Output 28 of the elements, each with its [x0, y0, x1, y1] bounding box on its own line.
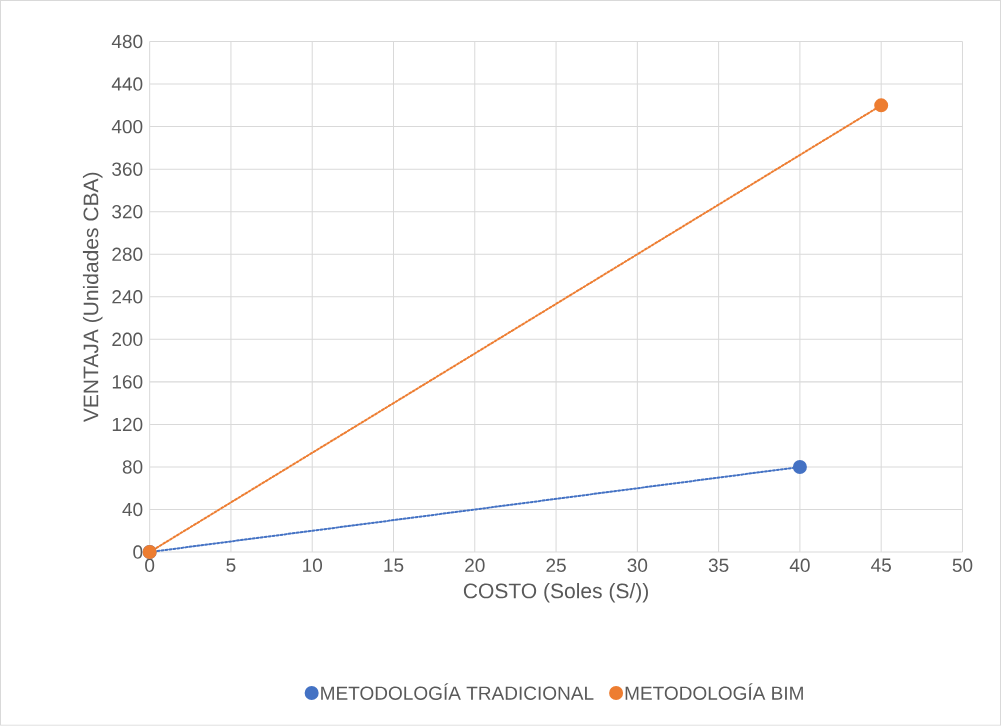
- x-tick-label: 35: [708, 558, 729, 573]
- y-tick-label: 120: [112, 417, 143, 432]
- y-tick-label: 400: [111, 120, 143, 134]
- x-tick-label: 0: [145, 558, 155, 573]
- y-tick-label: 280: [112, 247, 143, 262]
- x-tick-label: 50: [952, 558, 973, 573]
- x-tick-label: 25: [546, 558, 566, 573]
- x-tick-label: 20: [465, 558, 485, 573]
- y-tick-label: 200: [112, 332, 143, 347]
- y-tick-label: 40: [122, 502, 143, 517]
- x-tick-label: 40: [789, 558, 810, 573]
- x-axis-title: COSTO (Soles (S/)): [463, 583, 648, 603]
- legend-label: METODOLOGÍA BIM: [625, 683, 803, 701]
- y-tick-label: 0: [133, 545, 143, 559]
- x-tick-label: 10: [303, 558, 323, 573]
- y-tick-label: 440: [111, 77, 143, 91]
- x-tick-label: 5: [226, 558, 236, 572]
- y-tick-label: 240: [112, 290, 143, 304]
- x-tick-label: 30: [627, 558, 648, 573]
- y-tick-label: 160: [112, 375, 143, 389]
- y-tick-label: 320: [112, 205, 143, 219]
- y-tick-label: 80: [122, 460, 143, 474]
- legend-label: METODOLOGÍA TRADICIONAL: [321, 683, 594, 701]
- y-tick-label: 480: [111, 34, 143, 49]
- x-tick-label: 45: [871, 558, 891, 572]
- y-axis-title: VENTAJA (Unidades CBA): [82, 172, 103, 423]
- y-tick-label: 360: [112, 162, 143, 177]
- x-tick-label: 15: [384, 558, 404, 572]
